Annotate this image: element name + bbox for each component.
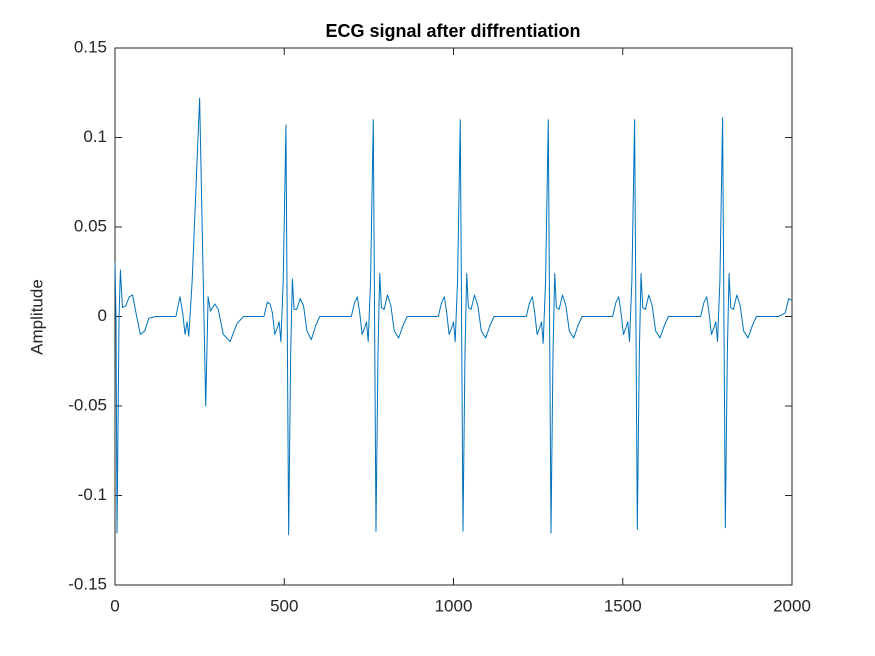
y-tick-label: 0.15 [74, 37, 107, 56]
y-tick-label: 0 [98, 306, 107, 325]
x-tick-label: 2000 [773, 596, 811, 615]
plot-frame [114, 47, 793, 586]
x-tick-label: 0 [110, 596, 119, 615]
y-tick-label: 0.1 [83, 127, 107, 146]
x-tick-label: 1000 [435, 596, 473, 615]
signal-line [114, 97, 793, 536]
y-tick-label: -0.15 [68, 574, 107, 593]
x-tick-label: 1500 [604, 596, 642, 615]
y-tick-label: -0.1 [78, 485, 107, 504]
y-tick-label: -0.05 [68, 395, 107, 414]
y-tick-label: 0.05 [74, 216, 107, 235]
x-tick-label: 500 [270, 596, 298, 615]
y-axis-label: Amplitude [27, 279, 46, 355]
chart-title: ECG signal after diffrentiation [325, 21, 580, 41]
